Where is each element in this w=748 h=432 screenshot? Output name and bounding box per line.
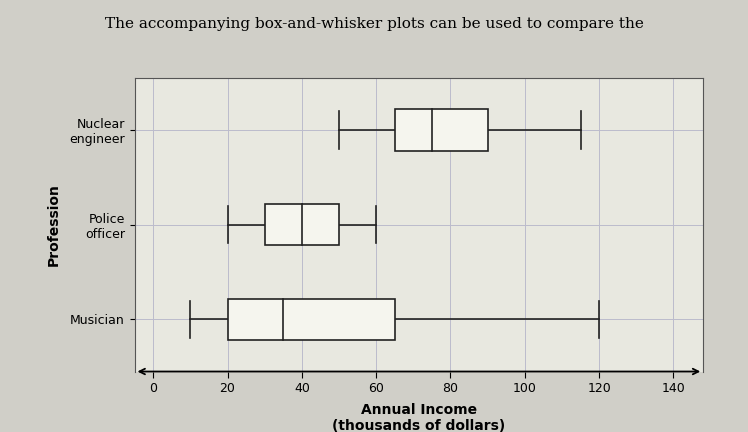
Bar: [265, 204, 339, 245]
Text: The accompanying box-and-whisker plots can be used to compare the: The accompanying box-and-whisker plots c…: [105, 17, 643, 31]
X-axis label: Annual Income
(thousands of dollars): Annual Income (thousands of dollars): [332, 403, 506, 432]
Bar: [395, 109, 488, 151]
Y-axis label: Profession: Profession: [47, 183, 61, 266]
Bar: [227, 299, 395, 340]
